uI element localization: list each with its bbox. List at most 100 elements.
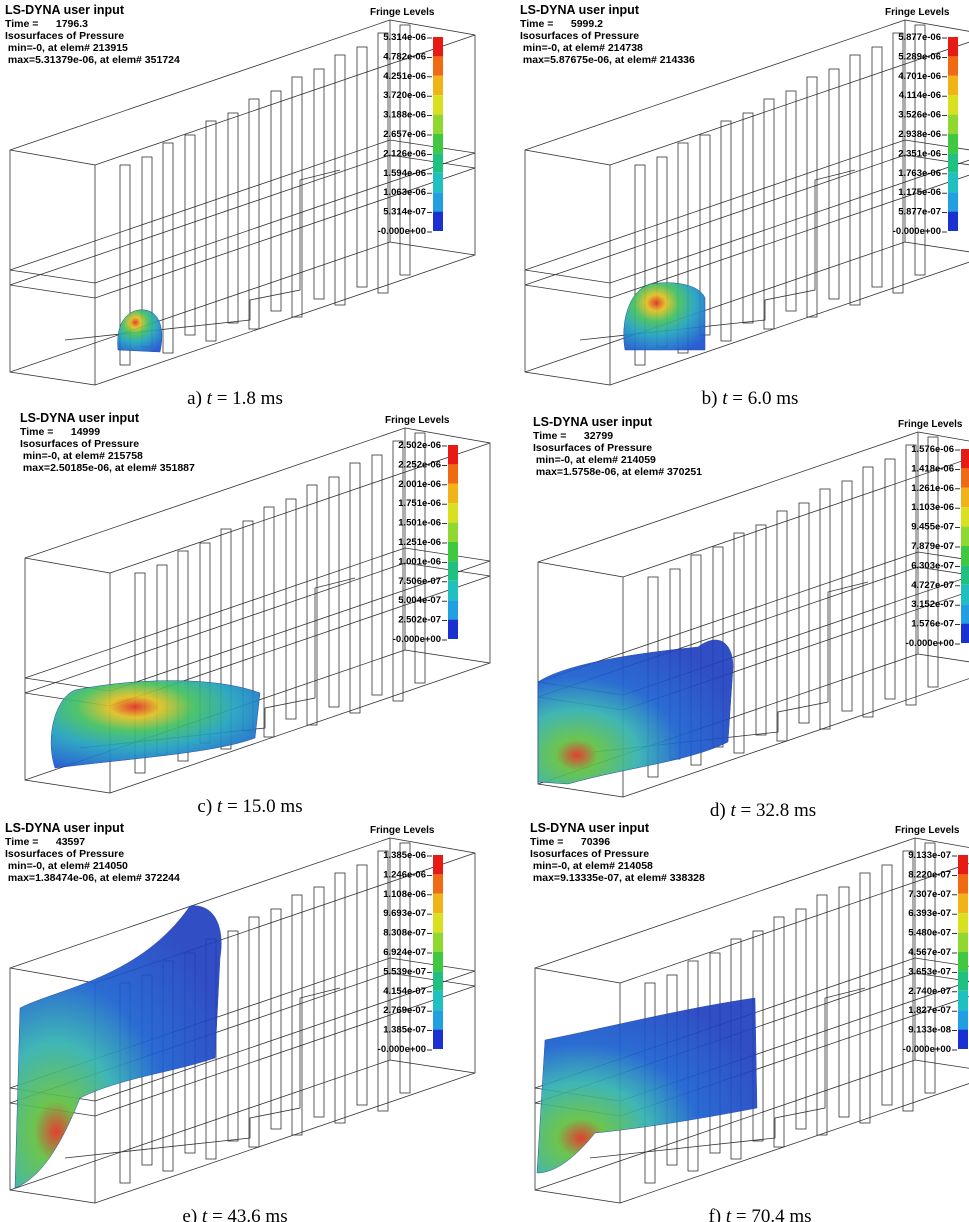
caption-variable: t	[202, 1206, 208, 1222]
colorbar-segment	[433, 153, 443, 173]
colorbar-segment	[433, 192, 443, 212]
model-edge	[609, 261, 969, 386]
model-pillar	[924, 842, 936, 1094]
colorbar-segment	[448, 503, 458, 523]
colorbar-segment	[948, 172, 958, 193]
colorbar-segment	[958, 1029, 968, 1049]
level-label: 5.314e-06	[383, 32, 426, 43]
level-label: 1.751e-06	[398, 498, 441, 509]
model-pillar	[798, 502, 810, 724]
model-pillar	[356, 46, 368, 288]
model-pillar	[871, 46, 883, 288]
model-edge	[94, 254, 476, 386]
colorbar-segment	[948, 75, 958, 96]
caption: f) t = 70.4 ms	[708, 1206, 811, 1222]
colorbar-segment	[448, 464, 458, 484]
model-pillar	[177, 550, 189, 762]
model-edge	[94, 34, 476, 166]
model-pillar	[356, 864, 368, 1106]
legend-title: Fringe Levels	[385, 415, 450, 426]
colorbar-segment	[433, 37, 443, 57]
model-deck	[9, 154, 476, 299]
level-label: 1.251e-06	[398, 537, 441, 548]
caption-prefix: b)	[702, 388, 718, 409]
model-edge	[537, 431, 919, 563]
level-label: 1.175e-06	[898, 187, 941, 198]
model-deck	[24, 547, 491, 692]
colorbar-segment	[433, 134, 443, 154]
model-pillar	[399, 842, 411, 1094]
model-pillar	[263, 506, 275, 738]
model-pillar	[841, 480, 853, 712]
level-label: 9.455e-07	[911, 522, 954, 533]
pressure-isosurface	[50, 680, 261, 769]
model-duct	[589, 987, 866, 1159]
caption-prefix: c)	[197, 796, 212, 817]
level-label: 1.501e-06	[398, 518, 441, 529]
caption-variable: t	[217, 796, 223, 817]
legend-title: Fringe Levels	[370, 825, 435, 836]
level-label: 2.126e-06	[383, 148, 426, 159]
header-line: Isosurfaces of Pressure	[530, 848, 649, 860]
model-pillar	[399, 24, 411, 276]
level-label: 9.133e-07	[908, 850, 951, 861]
level-label: 6.393e-07	[908, 908, 951, 919]
colorbar-segment	[433, 114, 443, 134]
model-pillar	[291, 76, 303, 318]
header-line: Time = 43597	[5, 836, 85, 848]
colorbar-segment	[958, 971, 968, 991]
model-edge	[524, 19, 906, 151]
colorbar-segment	[961, 468, 969, 488]
level-label: 9.133e-08	[908, 1025, 951, 1036]
model-edge	[609, 41, 969, 166]
level-label: 1.246e-06	[383, 869, 426, 880]
colorbar-segment	[433, 75, 443, 96]
colorbar-segment	[433, 56, 443, 76]
model-edge	[9, 19, 391, 151]
colorbar-segment	[948, 134, 958, 154]
colorbar-segment	[948, 192, 958, 212]
model-pillar	[838, 886, 850, 1118]
pressure-isosurface	[14, 905, 222, 1189]
level-label: 4.701e-06	[898, 71, 941, 82]
level-label: 2.001e-06	[398, 479, 441, 490]
model-deck	[524, 139, 969, 284]
pressure-isosurface	[537, 639, 734, 785]
model-pillar	[785, 90, 797, 312]
header-line: min=-0, at elem# 214738	[520, 42, 643, 54]
model-edge	[109, 442, 491, 574]
model-pillar	[634, 164, 646, 366]
level-label: 1.103e-06	[911, 502, 954, 513]
model-edge	[524, 241, 906, 373]
level-label: 2.657e-06	[383, 129, 426, 140]
level-label: 5.289e-06	[898, 51, 941, 62]
model-pillar	[377, 850, 389, 1112]
model-edge	[622, 458, 969, 578]
colorbar-segment	[961, 487, 969, 508]
caption-value: = 70.4 ms	[736, 1206, 812, 1222]
header-line: Isosurfaces of Pressure	[20, 438, 139, 450]
level-label: -0.000e+00	[393, 634, 441, 645]
colorbar-segment	[958, 893, 968, 914]
level-label: -0.000e+00	[378, 226, 426, 237]
model-pillar	[862, 466, 874, 718]
model-edge	[9, 1059, 391, 1191]
level-label: 4.782e-06	[383, 51, 426, 62]
caption: d) t = 32.8 ms	[710, 800, 816, 821]
model-edge	[9, 837, 391, 969]
model-pillar	[270, 90, 282, 312]
legend-title: Fringe Levels	[885, 7, 950, 18]
level-label: 4.567e-07	[908, 947, 951, 958]
model-pillar	[776, 510, 788, 742]
header-line: LS-DYNA user input	[533, 415, 653, 429]
header-line: min=-0, at elem# 213915	[5, 42, 128, 54]
level-label: 4.114e-06	[899, 90, 941, 101]
header-line: max=1.5758e-06, at elem# 370251	[533, 466, 702, 478]
colorbar-segment	[961, 584, 969, 605]
caption-value: = 43.6 ms	[212, 1206, 288, 1222]
header-line: max=1.38474e-06, at elem# 372244	[5, 872, 180, 884]
model-pillar	[884, 458, 896, 700]
colorbar-segment	[961, 449, 969, 469]
model-edge	[9, 241, 391, 373]
